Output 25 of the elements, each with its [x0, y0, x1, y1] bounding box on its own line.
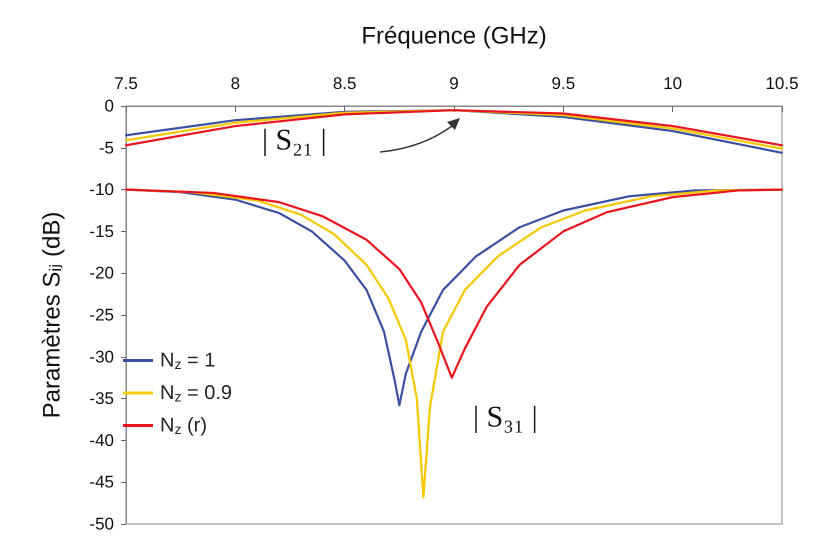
y-tick-label: -45: [89, 472, 114, 492]
y-tick-label: 0: [104, 96, 114, 116]
x-tick-label: 8: [230, 74, 240, 93]
legend-label: Nz = 0.9: [160, 382, 232, 404]
y-tick-label: -20: [89, 264, 114, 283]
x-tick-label: 10.5: [765, 74, 799, 93]
x-tick-label: 7.5: [114, 74, 138, 93]
legend-label: Nz (r): [160, 414, 207, 437]
y-tick-label: -40: [89, 430, 114, 450]
y-axis-title: Paramètres Sᵢⱼ (dB): [38, 212, 66, 418]
y-tick-label: -30: [89, 347, 114, 366]
annotation: | S₂₁ |: [262, 124, 327, 156]
x-tick-label: 9: [449, 74, 459, 93]
annotation: | S₃₁ |: [473, 400, 538, 434]
x-tick-label: 8.5: [332, 74, 356, 93]
x-axis-title: Fréquence (GHz): [361, 22, 547, 50]
y-tick-label: -35: [89, 389, 114, 408]
y-tick-label: -15: [89, 222, 114, 241]
y-tick-label: -50: [89, 514, 114, 534]
y-tick-label: -5: [98, 138, 114, 158]
y-tick-label: -25: [89, 306, 114, 324]
legend-label: Nz = 1: [160, 350, 216, 372]
x-tick-label: 9.5: [552, 74, 576, 93]
x-tick-label: 10: [663, 74, 682, 93]
y-tick-label: -10: [89, 180, 114, 200]
